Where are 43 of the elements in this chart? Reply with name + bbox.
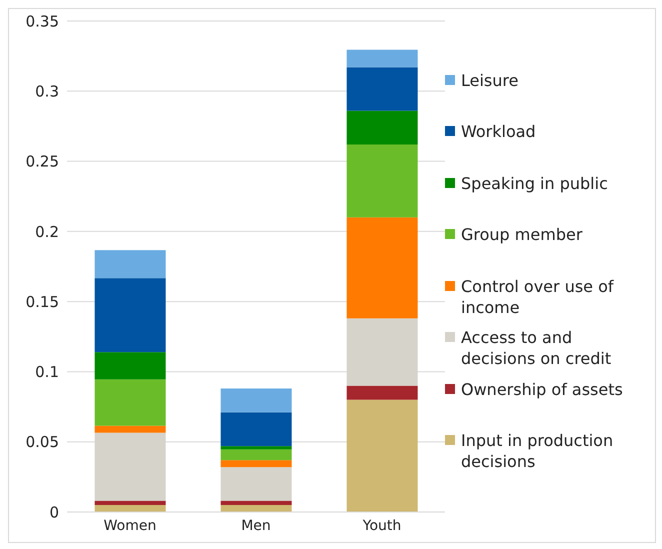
bar	[94, 504, 166, 512]
y-tick-label: 0.1	[35, 363, 59, 382]
legend-label: Speaking in public	[461, 172, 608, 194]
bar	[220, 446, 292, 450]
bar	[94, 278, 166, 352]
bar	[220, 388, 292, 412]
bar	[346, 318, 418, 386]
legend-label: Control over use of income	[461, 276, 615, 318]
y-tick-label: 0	[49, 503, 59, 522]
bar	[94, 500, 166, 505]
legend-label: Leisure	[461, 70, 518, 90]
bar	[346, 50, 418, 68]
legend-label: Group member	[461, 224, 582, 245]
y-tick-label: 0.3	[35, 82, 59, 100]
bar	[220, 449, 292, 460]
bar	[94, 432, 166, 501]
y-tick-label: 0.35	[26, 12, 59, 30]
bar	[220, 460, 292, 468]
bar	[346, 386, 418, 400]
y-tick-label: 0.25	[26, 152, 59, 171]
bar	[346, 217, 418, 318]
bar	[346, 67, 418, 111]
bar	[346, 144, 418, 218]
bar	[220, 412, 292, 446]
x-tick-label: Youth	[362, 518, 402, 534]
bar	[346, 400, 418, 512]
bar	[220, 504, 292, 512]
y-tick-label: 0.2	[35, 222, 59, 241]
bar	[346, 110, 418, 144]
bar	[94, 426, 166, 433]
legend-label: Workload	[461, 121, 536, 142]
legend-label: Access to and decisions on credit	[461, 327, 612, 369]
y-tick-label: 0.15	[26, 292, 59, 311]
legend-label: Ownership of assets	[461, 378, 623, 400]
x-tick-label: Women	[104, 518, 156, 534]
bar	[94, 250, 166, 278]
x-tick-label: Men	[241, 518, 271, 534]
bar	[94, 352, 166, 380]
legend-label: Input in production decisions	[461, 430, 614, 472]
bar	[94, 379, 166, 426]
bar	[220, 500, 292, 505]
y-tick-label: 0.05	[26, 433, 59, 452]
bar	[220, 467, 292, 501]
